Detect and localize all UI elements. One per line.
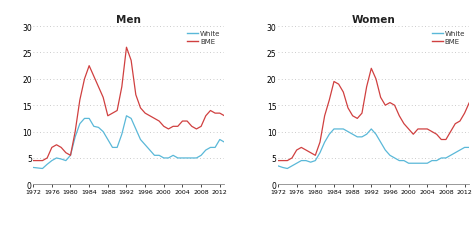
Legend: White, BME: White, BME [187,30,221,45]
Legend: White, BME: White, BME [431,30,466,45]
Title: Men: Men [117,15,141,25]
Title: Women: Women [352,15,395,25]
